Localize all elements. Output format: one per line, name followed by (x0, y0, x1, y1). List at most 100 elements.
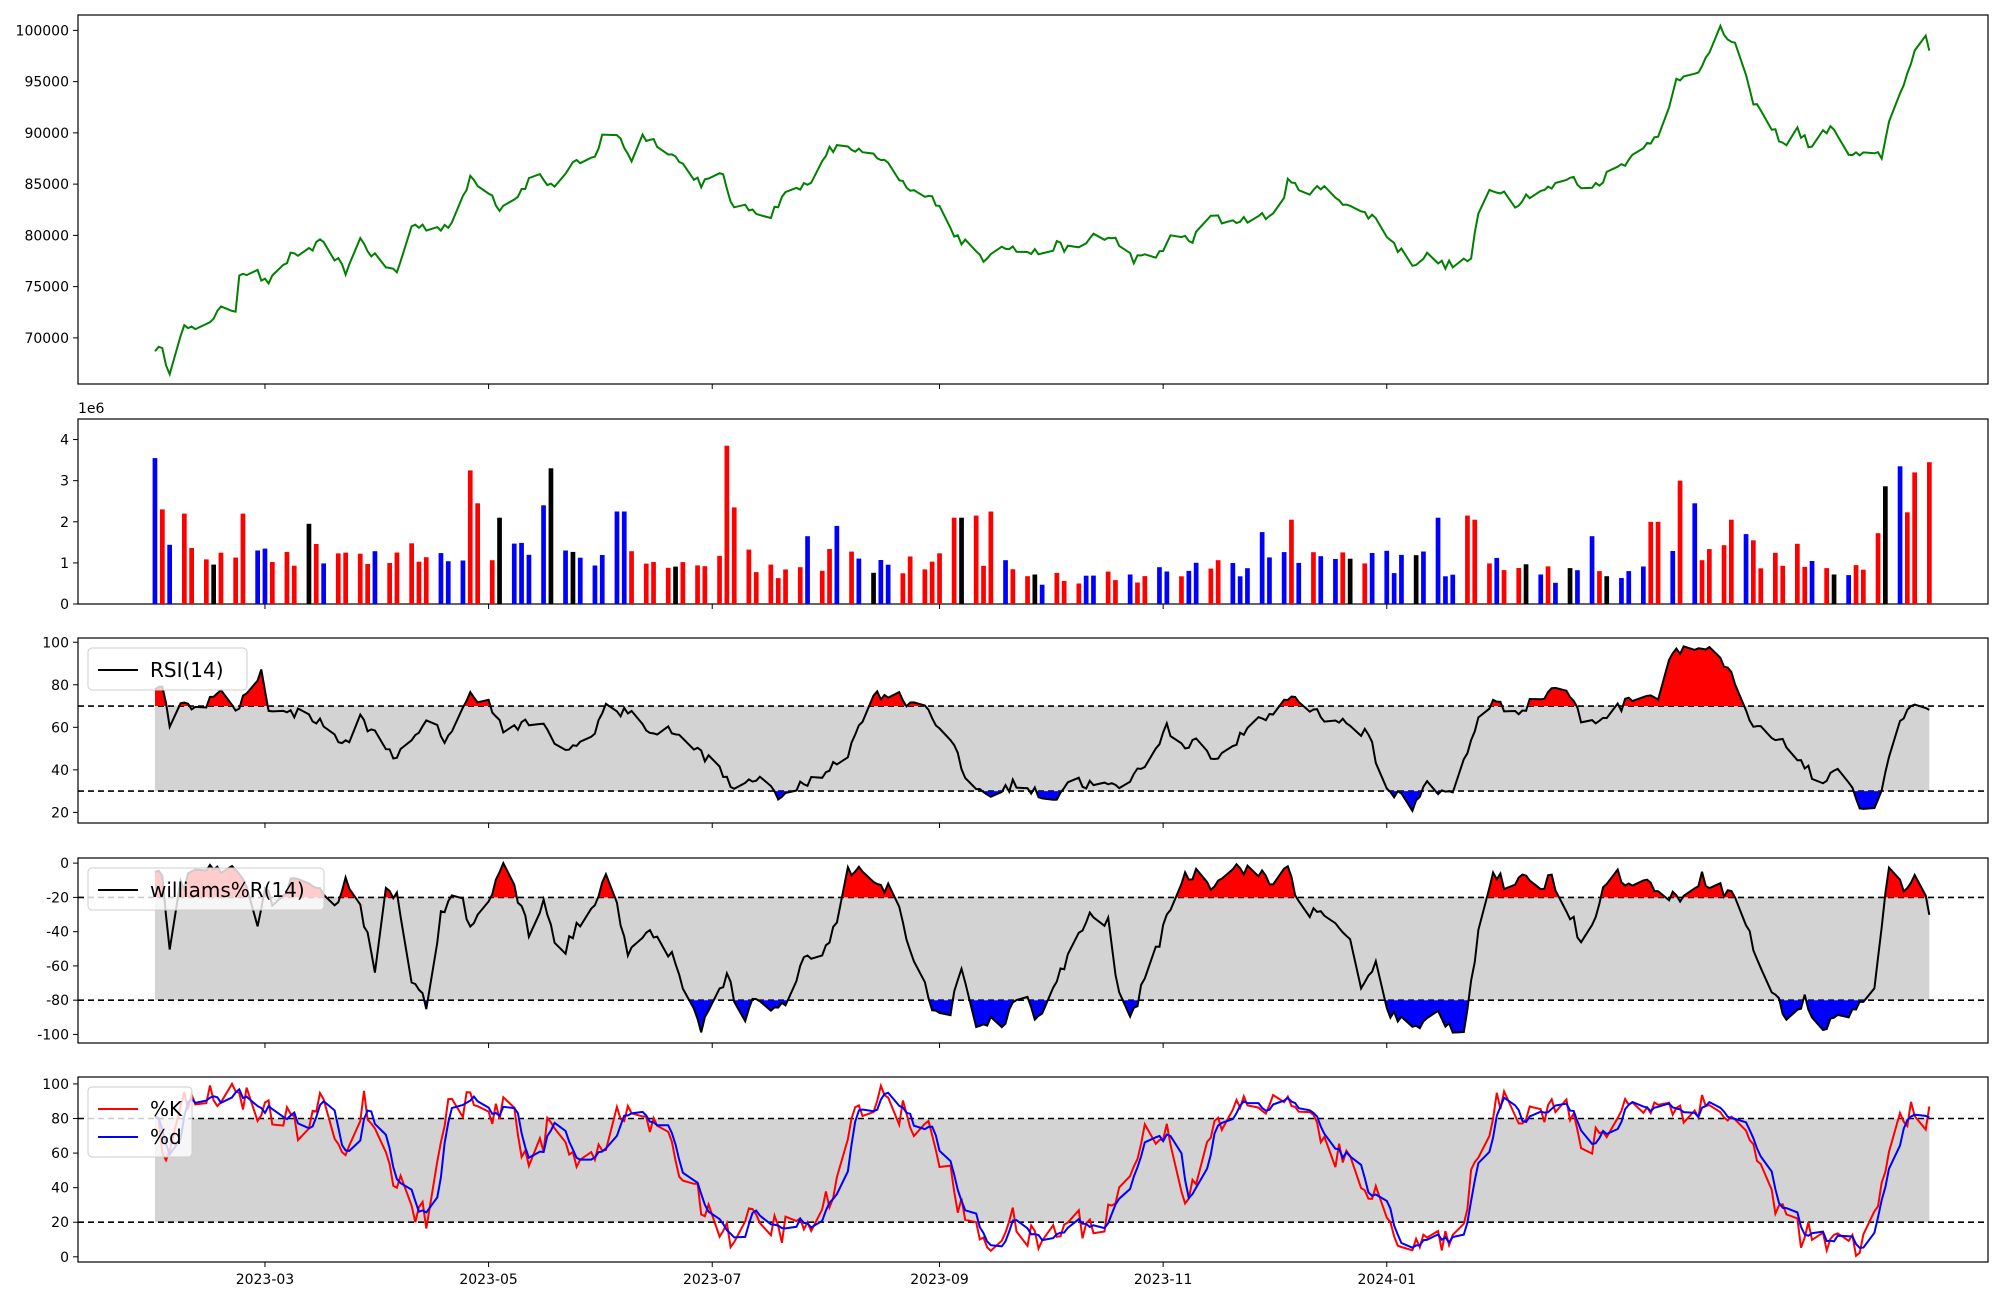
volume-bar (1157, 567, 1162, 604)
volume-bar (1084, 576, 1089, 604)
volume-bar (1824, 568, 1829, 604)
volume-bar (519, 543, 524, 604)
stochastic-axis-ytick-label: 80 (51, 1111, 69, 1127)
volume-bar (989, 512, 994, 605)
volume-bar (270, 562, 275, 604)
price-series-line (155, 26, 1929, 374)
volume-bar (578, 558, 583, 604)
williams-axis-ytick-label: -80 (46, 993, 69, 1009)
stochastic-legend-label: %d (150, 1125, 182, 1149)
volume-bar (981, 566, 986, 604)
volume-bar (908, 557, 913, 605)
volume-bar (475, 503, 480, 604)
volume-bar (1062, 581, 1067, 604)
volume-bar (879, 560, 884, 604)
volume-bar (1179, 576, 1184, 604)
volume-axis-ytick-label: 4 (60, 433, 69, 449)
volume-bar (1311, 552, 1316, 604)
volume-bar (1656, 522, 1661, 604)
volume-bar (959, 518, 964, 604)
volume-bar (263, 549, 268, 604)
volume-bar (1905, 512, 1910, 604)
volume-axis-ytick-label: 0 (60, 597, 69, 613)
price-axis-ytick-label: 95000 (24, 75, 69, 91)
volume-bar (189, 548, 194, 604)
volume-bar (1362, 563, 1367, 604)
volume-axis-ytick-label: 3 (60, 474, 69, 490)
volume-bar (1443, 576, 1448, 604)
williams-axis-ytick-label: -20 (46, 890, 69, 906)
volume-bar (417, 562, 422, 604)
volume-bar (1670, 551, 1675, 604)
volume-bar (292, 566, 297, 604)
williams-axis-ytick-label: -40 (46, 925, 69, 941)
volume-bar (1384, 551, 1389, 604)
volume-bar (527, 555, 532, 604)
williams-overbought-fill (1176, 864, 1297, 897)
volume-bar (1231, 563, 1236, 604)
volume-bar (805, 536, 810, 604)
rsi-axis-ytick-label: 80 (51, 678, 69, 694)
volume-bar (211, 565, 216, 604)
volume-bar (1516, 568, 1521, 604)
volume-bar (343, 553, 348, 604)
volume-bar (1348, 559, 1353, 604)
volume-bar (747, 550, 752, 604)
volume-bar (798, 567, 803, 604)
rsi-axis-ytick-label: 40 (51, 763, 69, 779)
volume-bar (1421, 552, 1426, 605)
price-axis-ytick-label: 70000 (24, 331, 69, 347)
volume-bar (769, 565, 774, 604)
volume-bar (1722, 545, 1727, 604)
williams-axis-ytick-label: -60 (46, 959, 69, 975)
volume-bar (468, 470, 473, 604)
volume-bar (439, 553, 444, 604)
volume-bar (1135, 583, 1140, 605)
williams-axis-ytick-label: 0 (60, 856, 69, 872)
volume-bar (233, 558, 238, 604)
volume-bar (1832, 575, 1837, 605)
volume-bar (1450, 575, 1455, 604)
volume-bar (1854, 565, 1859, 604)
volume-bar (1883, 486, 1888, 604)
volume-bar (167, 545, 172, 604)
volume-bar (1267, 557, 1272, 604)
volume-bar (974, 516, 979, 604)
volume-bar (1502, 570, 1507, 604)
volume-bar (1604, 576, 1609, 604)
volume-bar (1729, 520, 1734, 604)
volume-bar (549, 468, 554, 604)
volume-bar (857, 559, 862, 604)
williams-axis-ytick-label: -100 (37, 1027, 69, 1043)
volume-bar (1025, 576, 1030, 604)
volume-bar (160, 509, 165, 604)
williams-band (155, 897, 1929, 1000)
volume-bar (365, 564, 370, 604)
volume-bar (314, 544, 319, 604)
volume-bar (1707, 549, 1712, 604)
volume-bar (1077, 584, 1082, 605)
volume-bar (783, 569, 788, 604)
rsi-axis-ytick-label: 20 (51, 805, 69, 821)
volume-bar (835, 526, 840, 604)
volume-bar (703, 566, 708, 604)
volume-bar (644, 564, 649, 604)
volume-bar (937, 553, 942, 604)
volume-bar (1619, 578, 1624, 604)
stochastic-axis-ytick-label: 40 (51, 1181, 69, 1197)
volume-bar (1773, 553, 1778, 604)
x-tick-label: 2024-01 (1358, 1272, 1417, 1288)
volume-bar (1187, 571, 1192, 604)
volume-bar (1876, 533, 1881, 604)
volume-bar (395, 553, 400, 605)
volume-bar (1568, 568, 1573, 604)
rsi-axis-ytick-label: 100 (42, 635, 69, 651)
volume-bar (1436, 518, 1441, 604)
volume-bar (409, 543, 414, 604)
volume-bar (1194, 563, 1199, 604)
volume-bar (1011, 569, 1016, 604)
volume-bar (1780, 566, 1785, 604)
volume-bar (1143, 576, 1148, 604)
volume-bar (1846, 575, 1851, 604)
